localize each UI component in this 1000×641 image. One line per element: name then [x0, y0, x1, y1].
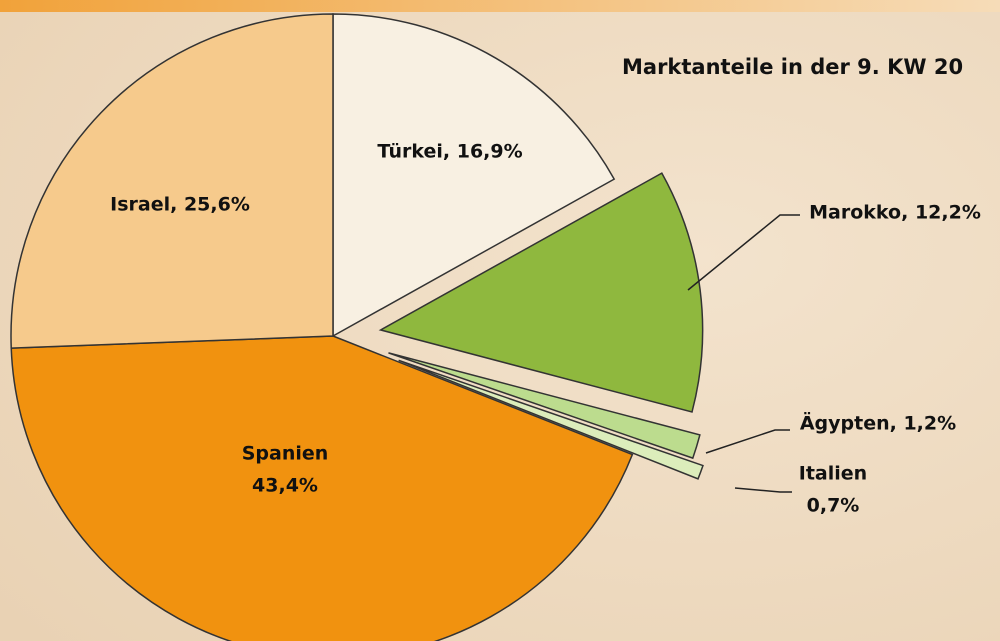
leader-line	[734, 487, 792, 493]
chart-title: Marktanteile in der 9. KW 20	[622, 55, 963, 79]
data-label: Ägypten, 1,2%	[800, 411, 956, 435]
slice	[10, 335, 634, 641]
leader-line	[705, 429, 790, 454]
data-label: Marokko, 12,2%	[809, 202, 981, 224]
pie	[10, 13, 704, 641]
data-label: 43,4%	[252, 475, 318, 497]
slice	[10, 13, 334, 349]
leader-line	[687, 214, 800, 291]
slice	[398, 359, 704, 480]
slice	[388, 352, 701, 460]
slice	[378, 172, 704, 413]
data-label: Türkei, 16,9%	[377, 141, 522, 163]
slice	[332, 13, 616, 338]
data-label: Israel, 25,6%	[110, 194, 250, 216]
data-label: 0,7%	[807, 495, 860, 517]
data-label: Spanien	[242, 443, 329, 465]
data-label: Italien	[799, 463, 867, 485]
top-strip	[0, 0, 1000, 12]
